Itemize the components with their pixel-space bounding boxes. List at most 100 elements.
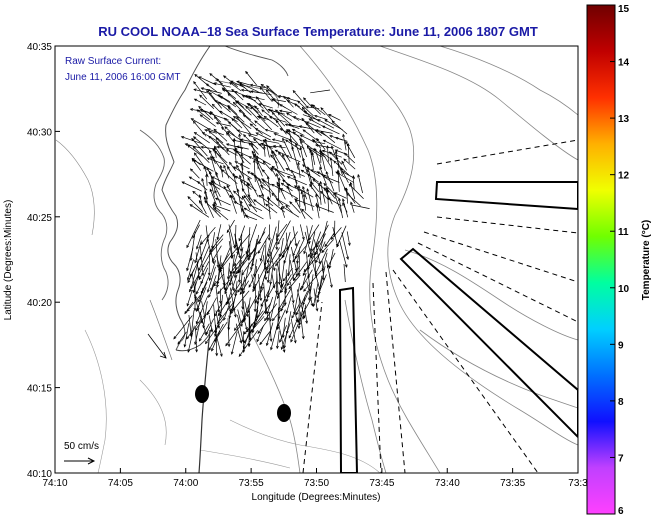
current-vector [314, 115, 328, 120]
current-vector-head [286, 112, 290, 116]
current-vector [302, 129, 319, 142]
current-vector-head [330, 236, 334, 240]
current-vector [306, 121, 321, 129]
current-vector [234, 233, 239, 255]
current-vector-head [286, 282, 290, 286]
current-vector-head [320, 130, 324, 134]
current-vector [315, 241, 326, 263]
current-vector-head [276, 292, 280, 297]
current-vector [228, 290, 238, 319]
current-vector [226, 219, 235, 233]
current-vector [217, 146, 235, 150]
current-vector-head [258, 177, 262, 182]
current-vector-head [259, 86, 263, 90]
current-vector-head [261, 178, 265, 182]
current-vector-head [333, 191, 337, 196]
current-vector [265, 203, 278, 214]
chart-title: RU COOL NOAA–18 Sea Surface Temperature:… [98, 24, 538, 39]
current-vector [286, 112, 300, 121]
current-vector [308, 224, 320, 241]
current-vector [357, 174, 363, 194]
current-vector-head [192, 146, 196, 150]
current-vector [255, 128, 272, 138]
current-vector-head [320, 190, 324, 194]
current-vector-head [290, 339, 294, 343]
current-vector [186, 294, 201, 312]
current-vector-head [192, 159, 197, 163]
current-vector [265, 139, 270, 158]
colorbar-tick-label: 13 [618, 114, 630, 125]
current-vector-head [187, 349, 191, 353]
current-vector-head [261, 109, 265, 113]
current-vector [316, 224, 329, 248]
current-vector [295, 199, 306, 219]
current-vector-head [212, 148, 216, 152]
current-vector-head [233, 244, 237, 248]
current-vector-head [232, 101, 236, 105]
current-vector [275, 233, 278, 250]
current-vector [242, 295, 258, 322]
current-vector [317, 119, 335, 129]
current-vector-head [275, 345, 279, 350]
current-vector-head [286, 183, 290, 187]
current-vector-head [308, 297, 311, 301]
current-vector-head [211, 179, 215, 183]
current-vector-head [189, 289, 192, 293]
current-vector [243, 207, 264, 220]
current-vector-head [245, 105, 249, 109]
current-vector-head [227, 166, 230, 170]
current-vector [233, 190, 243, 201]
current-vector [248, 204, 263, 212]
current-vector [209, 189, 217, 206]
current-vector [297, 100, 314, 117]
current-vector [282, 138, 293, 158]
current-vector [264, 239, 272, 266]
current-vector-head [254, 105, 258, 109]
current-vector-head [264, 318, 268, 322]
current-vector [239, 83, 252, 94]
current-vector [298, 185, 301, 207]
current-vector [197, 181, 208, 191]
current-vector-head [343, 152, 347, 156]
isobath-contour [439, 46, 578, 116]
current-vector-head [308, 118, 312, 122]
current-vector-head [217, 291, 221, 295]
current-vector [226, 185, 236, 200]
current-vector [302, 114, 319, 121]
current-vector [228, 121, 243, 135]
current-vector-head [302, 129, 306, 133]
current-vector-head [239, 138, 244, 142]
current-vector-head [297, 319, 301, 323]
current-vector [250, 238, 258, 270]
current-vector-head [230, 310, 234, 315]
current-vector-head [302, 157, 305, 161]
current-vector [227, 262, 230, 279]
current-vector [273, 145, 286, 149]
current-vector [216, 262, 222, 288]
current-vector-head [219, 95, 223, 99]
current-vector [323, 139, 342, 150]
current-vector [314, 148, 322, 170]
current-vector [254, 286, 264, 304]
current-vector-head [306, 169, 309, 173]
current-vector-head [312, 178, 316, 182]
current-vector [255, 132, 271, 141]
current-vector [278, 152, 286, 162]
current-vector [301, 272, 307, 289]
y-tick-label: 40:10 [27, 469, 52, 480]
current-vector-head [258, 143, 262, 147]
current-vector-head [186, 267, 189, 272]
current-vector [281, 207, 286, 218]
current-vector [275, 149, 286, 156]
current-vector-head [254, 300, 258, 304]
current-vector-head [357, 173, 361, 178]
current-vector-head [286, 100, 290, 103]
current-vector [327, 189, 330, 213]
current-vector-head [299, 134, 303, 138]
current-vector [320, 107, 334, 122]
current-vector-head [208, 112, 212, 116]
current-vector-head [243, 194, 247, 199]
current-vector [247, 194, 256, 206]
current-vector [220, 247, 238, 270]
current-vector [286, 311, 292, 334]
